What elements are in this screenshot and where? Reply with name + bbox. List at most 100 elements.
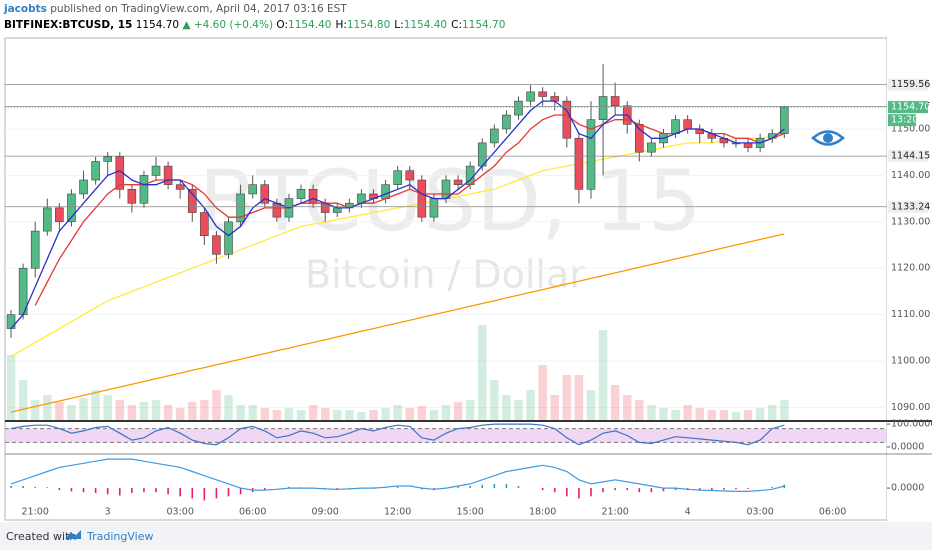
level-label: 1133.24	[891, 201, 930, 212]
volume-bar	[707, 410, 717, 420]
created-with: Created with	[6, 530, 77, 543]
price-tag-label: 1154.70	[891, 102, 930, 113]
countdown-label: 13:20	[891, 115, 918, 126]
level-tag	[888, 150, 928, 163]
y-tick-label: 1130.00	[891, 216, 930, 227]
volume-bar	[647, 405, 656, 420]
volume-bar	[357, 412, 366, 420]
level-label: 1159.56	[891, 79, 930, 90]
candle-body	[163, 165, 173, 185]
volume-bar	[55, 402, 64, 420]
x-tick-label: 12:00	[384, 507, 411, 518]
macd-histogram-bar	[263, 488, 266, 491]
volume-bar	[284, 408, 294, 420]
watermark-description: Bitcoin / Dollar	[305, 253, 585, 297]
volume-bar	[224, 395, 233, 420]
volume-bar	[91, 390, 100, 420]
candle-body	[139, 175, 149, 204]
macd-histogram-bar	[58, 488, 61, 491]
candle-body	[502, 114, 511, 130]
ohlc-label: L:	[394, 19, 404, 31]
x-tick-label: 4	[685, 507, 691, 518]
x-tick-label: 18:00	[529, 507, 556, 518]
volume-bar	[719, 410, 729, 420]
ohlc-label: O:	[276, 19, 289, 31]
volume-bar	[405, 408, 414, 420]
moving-average	[10, 233, 785, 413]
moving-average	[10, 100, 785, 330]
ohlc-label: C:	[451, 19, 462, 31]
brand[interactable]: TradingView	[87, 530, 154, 543]
volume-bar	[743, 410, 753, 420]
last-price: 1154.70	[135, 19, 180, 31]
y-tick-label: 1090.00	[891, 402, 930, 413]
candle-body	[671, 119, 680, 134]
macd-histogram-bar	[541, 488, 544, 491]
macd-histogram-bar	[481, 484, 484, 489]
x-tick-label: 21:00	[22, 507, 49, 518]
volume-bar	[333, 410, 342, 420]
y-tick-label: 0.0000	[891, 483, 924, 494]
volume-bar	[212, 390, 221, 420]
brand-logo[interactable]	[64, 528, 82, 542]
macd-histogram-bar	[215, 488, 218, 499]
ohlc-value: 1154.80	[346, 19, 391, 31]
volume-bar	[393, 405, 402, 420]
macd-histogram-bar	[34, 486, 37, 489]
macd-histogram-bar	[771, 486, 774, 489]
x-tick-label: 03:00	[166, 507, 193, 518]
volume-bar	[369, 410, 378, 420]
macd-histogram-bar	[469, 486, 471, 489]
macd-histogram-bar	[239, 488, 242, 495]
candle-body	[586, 119, 596, 190]
volume-bar	[490, 380, 499, 420]
volume-bar	[296, 410, 306, 420]
volume-bar	[272, 410, 282, 420]
stoch-line	[10, 423, 785, 446]
macd-histogram-bar	[70, 488, 73, 492]
candle-body	[538, 91, 547, 97]
volume-bar	[248, 405, 257, 420]
macd-histogram-bar	[493, 483, 496, 489]
price-tag	[888, 101, 928, 114]
volume-bar	[562, 375, 572, 420]
volume-bar	[43, 395, 52, 420]
candle-body	[598, 96, 608, 120]
candle-body	[453, 179, 463, 185]
candle-body	[151, 165, 161, 176]
macd-histogram-bar	[602, 488, 604, 493]
macd-histogram-bar	[553, 488, 556, 493]
candle-body	[67, 193, 76, 223]
macd-histogram-bar	[747, 488, 749, 489]
header-line-2: BITFINEX:BTCUSD, 15 1154.70 ▲ +4.60 (+0.…	[4, 19, 509, 31]
macd-histogram-bar	[167, 488, 169, 495]
candle-body	[417, 179, 427, 218]
x-tick-label: 21:00	[601, 507, 628, 518]
candle-body	[405, 170, 415, 181]
candle-body	[550, 96, 560, 102]
macd-histogram-bar	[723, 488, 725, 490]
candle-body	[526, 91, 535, 102]
macd-histogram-bar	[698, 488, 701, 491]
eye-icon[interactable]	[811, 130, 845, 146]
x-tick-label: 03:00	[746, 507, 773, 518]
volume-bar	[260, 408, 269, 420]
volume-bar	[574, 375, 584, 420]
macd-histogram-bar	[118, 488, 121, 496]
volume-bar	[538, 365, 547, 420]
candle-body	[272, 202, 282, 218]
candle-body	[6, 314, 16, 329]
y-tick-label: 1140.00	[891, 170, 930, 181]
candle-body	[248, 184, 257, 195]
volume-bar	[623, 395, 632, 420]
volume-bar	[598, 330, 608, 420]
volume-bar	[671, 410, 680, 420]
volume-bar	[6, 355, 16, 420]
author[interactable]: jacobts	[4, 3, 47, 15]
volume-bar	[465, 400, 475, 420]
candle-body	[175, 184, 185, 190]
published: published on TradingView.com, April 04, …	[50, 3, 347, 15]
macd-histogram-bar	[155, 488, 157, 493]
volume-bar	[236, 405, 245, 420]
volume-bar	[635, 400, 644, 420]
